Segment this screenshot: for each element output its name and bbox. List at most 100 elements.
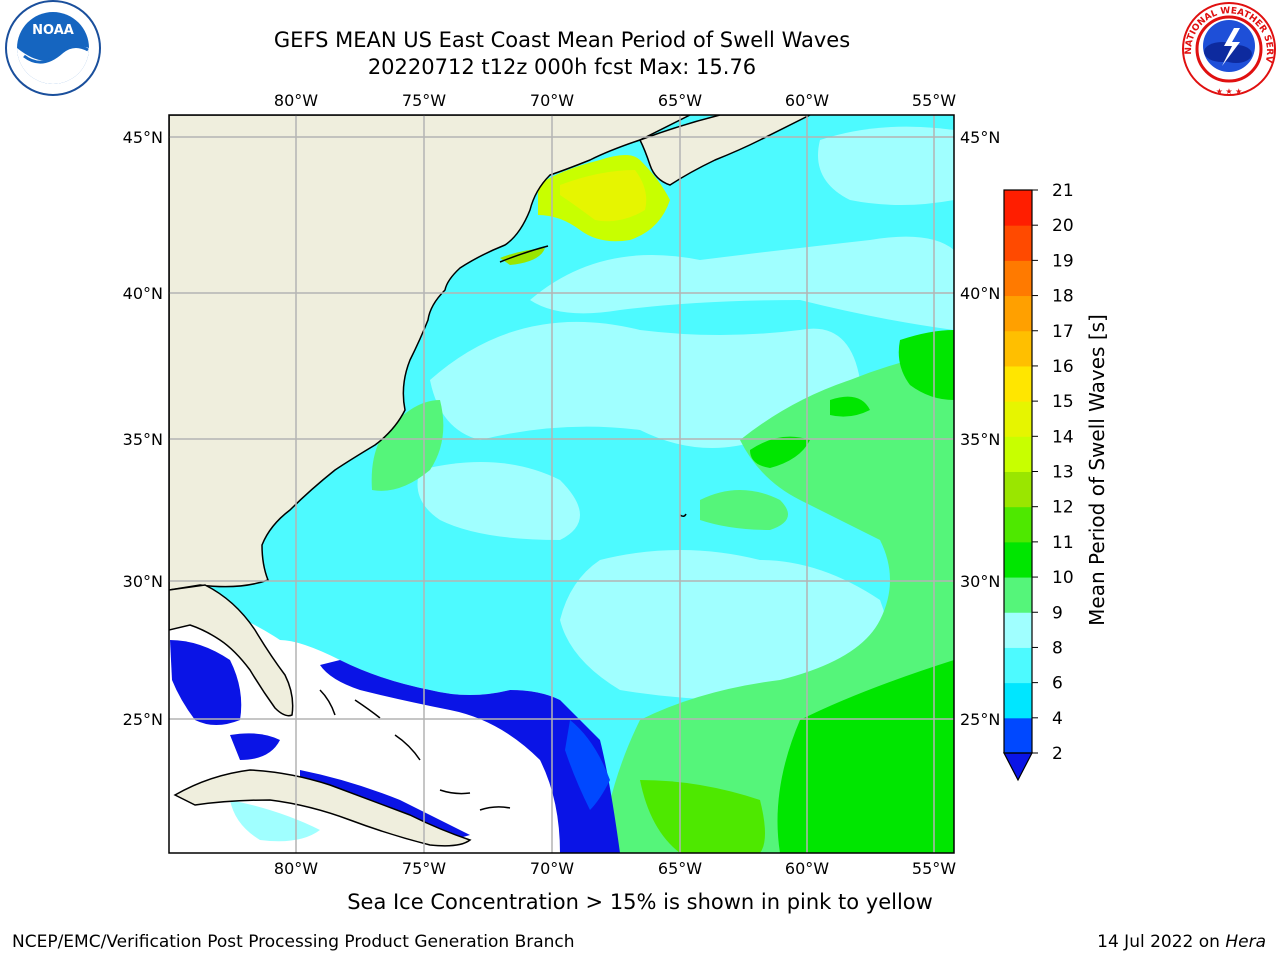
colorbar-tick-label: 17 xyxy=(1052,322,1074,342)
lon-label: 65°W xyxy=(658,91,702,110)
colorbar-segment xyxy=(1004,577,1032,613)
lat-label: 45°N xyxy=(960,128,1000,147)
lon-label: 60°W xyxy=(785,91,829,110)
footer-date: 14 Jul 2022 on Hera xyxy=(1097,932,1266,952)
colorbar: 2 4 6 8 9 10 11 12 13 14 15 16 17 18 19 20 21 xyxy=(1003,181,1074,782)
chart-subtitle: 20220712 t12z 000h fcst Max: 15.76 xyxy=(367,55,757,79)
swell-region-9-10 xyxy=(371,400,444,491)
land-florida xyxy=(169,584,294,717)
colorbar-tick-label: 8 xyxy=(1052,638,1063,658)
colorbar-tick-label: 14 xyxy=(1052,427,1074,447)
colorbar-tick-label: 9 xyxy=(1052,603,1063,623)
lon-label: 80°W xyxy=(274,91,318,110)
swell-region-8-9 xyxy=(230,800,320,842)
colorbar-segment xyxy=(1004,506,1032,543)
colorbar-segment xyxy=(1004,225,1032,261)
swell-region-8-9 xyxy=(430,321,860,448)
graticule xyxy=(169,115,954,853)
land-us-east-coast xyxy=(169,115,691,591)
land-nova-scotia xyxy=(638,115,811,186)
swell-region-8-9 xyxy=(818,126,954,205)
colorbar-segment xyxy=(1004,436,1032,472)
footer-date-text: 14 Jul 2022 on xyxy=(1097,932,1220,952)
swell-region-below-2 xyxy=(170,640,242,725)
swell-region-10-11 xyxy=(898,330,954,400)
land-bahamas xyxy=(439,789,471,795)
land-long-island xyxy=(499,245,549,263)
lon-axis-top: 80°W 75°W 70°W 65°W 60°W 55°W xyxy=(274,91,956,110)
colorbar-segment xyxy=(1004,401,1032,437)
swell-region-below-2 xyxy=(320,660,620,853)
colorbar-tick-label: 16 xyxy=(1052,357,1074,377)
lon-label: 60°W xyxy=(785,859,829,878)
swell-region-10-11 xyxy=(830,396,870,417)
lon-label: 55°W xyxy=(912,91,956,110)
lon-label: 70°W xyxy=(530,859,574,878)
map-area xyxy=(169,115,954,853)
colorbar-tick-label: 18 xyxy=(1052,287,1074,307)
lat-label: 40°N xyxy=(123,284,163,303)
colorbar-tick-label: 12 xyxy=(1052,498,1074,518)
land-bahamas xyxy=(354,699,381,719)
colorbar-segment xyxy=(1004,365,1032,402)
swell-region-13-14 xyxy=(560,170,647,222)
land-bahamas xyxy=(479,806,511,811)
lat-label: 30°N xyxy=(960,572,1000,591)
lon-label: 65°W xyxy=(658,859,702,878)
swell-region-2-4 xyxy=(565,720,610,810)
lat-label: 35°N xyxy=(960,430,1000,449)
colorbar-segment xyxy=(1004,190,1032,226)
colorbar-tick-label: 19 xyxy=(1052,251,1074,271)
swell-region-8-9 xyxy=(530,236,954,330)
map-frame xyxy=(168,114,955,854)
lat-axis-left: 45°N 40°N 35°N 30°N 25°N xyxy=(123,128,163,729)
lon-label: 75°W xyxy=(402,91,446,110)
colorbar-segment xyxy=(1004,260,1032,297)
colorbar-segment xyxy=(1004,330,1032,367)
colorbar-segment xyxy=(1004,717,1032,754)
noaa-logo-text: NOAA xyxy=(32,23,74,38)
lat-label: 30°N xyxy=(123,572,163,591)
lat-label: 40°N xyxy=(960,284,1000,303)
colorbar-segment xyxy=(1004,612,1032,648)
lat-label: 25°N xyxy=(123,710,163,729)
lon-label: 55°W xyxy=(912,859,956,878)
lat-axis-right: 45°N 40°N 35°N 30°N 25°N xyxy=(960,128,1000,729)
lon-label: 70°W xyxy=(530,91,574,110)
swell-region-below-2 xyxy=(230,733,280,760)
colorbar-tick-label: 13 xyxy=(1052,463,1074,483)
swell-region-11-12 xyxy=(500,248,545,265)
swell-region-8-9 xyxy=(417,462,580,540)
lon-label: 75°W xyxy=(402,859,446,878)
lon-label: 80°W xyxy=(274,859,318,878)
colorbar-tick-label: 2 xyxy=(1052,744,1063,764)
colorbar-tick-label: 20 xyxy=(1052,216,1074,236)
land-bahamas xyxy=(394,734,421,761)
colorbar-segment xyxy=(1004,295,1032,332)
colorbar-tick-label: 6 xyxy=(1052,674,1063,694)
colorbar-tick-label: 11 xyxy=(1052,533,1074,553)
footer-machine: Hera xyxy=(1225,932,1266,952)
lat-label: 35°N xyxy=(123,430,163,449)
swell-region-8-9 xyxy=(560,550,888,700)
colorbar-segment xyxy=(1004,541,1032,578)
swell-region-10-11 xyxy=(777,660,954,853)
swell-region-10-11 xyxy=(750,436,810,468)
land-cuba xyxy=(173,769,472,847)
noaa-logo-icon: NOAA xyxy=(5,0,101,96)
colorbar-tick-label: 21 xyxy=(1052,181,1074,201)
colorbar-tick-label: 15 xyxy=(1052,392,1074,412)
lat-label: 25°N xyxy=(960,710,1000,729)
colorbar-title: Mean Period of Swell Waves [s] xyxy=(1085,314,1109,626)
lon-axis-bottom: 80°W 75°W 70°W 65°W 60°W 55°W xyxy=(274,859,956,878)
land-bahamas xyxy=(319,689,336,716)
swell-region-11-12 xyxy=(640,780,765,853)
colorbar-segment xyxy=(1004,471,1032,508)
footer-credit: NCEP/EMC/Verification Post Processing Pr… xyxy=(12,932,575,952)
lat-label: 45°N xyxy=(123,128,163,147)
nws-logo-icon: NATIONAL WEATHER SERVICE ★ ★ ★ xyxy=(1180,0,1276,96)
colorbar-under-arrow xyxy=(1003,752,1033,782)
sea-ice-note: Sea Ice Concentration > 15% is shown in … xyxy=(347,890,933,914)
colorbar-tick-label: 10 xyxy=(1052,568,1074,588)
